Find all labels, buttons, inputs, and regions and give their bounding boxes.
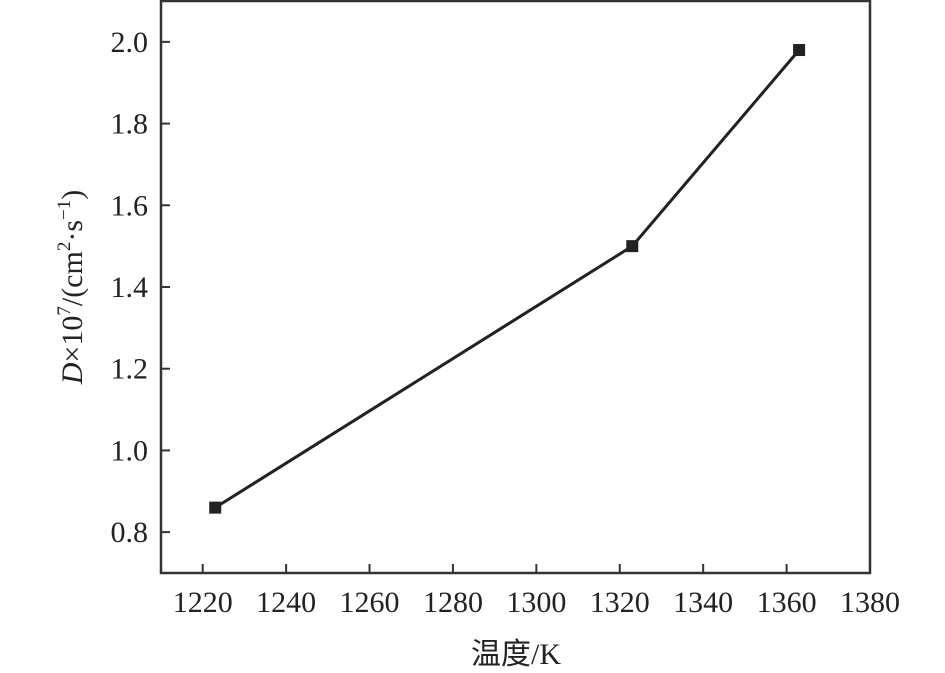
y-tick-label: 1.0 <box>111 434 149 467</box>
x-tick-label: 1360 <box>757 586 817 619</box>
y-tick-label: 1.6 <box>111 189 149 222</box>
data-point-marker <box>209 501 222 514</box>
y-tick-label: 1.8 <box>111 108 149 141</box>
y-tick-label: 0.8 <box>111 516 149 549</box>
x-tick-label: 1240 <box>256 586 316 619</box>
y-tick-label: 1.4 <box>111 271 149 304</box>
x-tick-label: 1220 <box>173 586 233 619</box>
data-point-marker <box>793 44 806 57</box>
x-tick-label: 1320 <box>590 586 650 619</box>
x-tick-label: 1380 <box>840 586 900 619</box>
y-axis-label: D×107/(cm2·s−1) <box>54 190 89 385</box>
x-tick-label: 1340 <box>673 586 733 619</box>
series-line <box>214 49 801 509</box>
x-tick-label: 1280 <box>423 586 483 619</box>
y-tick-label: 1.2 <box>111 353 149 386</box>
x-axis-label: 温度/K <box>471 638 561 671</box>
plot-frame <box>159 0 872 575</box>
x-tick-label: 1260 <box>340 586 400 619</box>
y-tick-label: 2.0 <box>111 26 149 59</box>
x-tick-label: 1300 <box>506 586 566 619</box>
data-point-marker <box>626 240 639 253</box>
